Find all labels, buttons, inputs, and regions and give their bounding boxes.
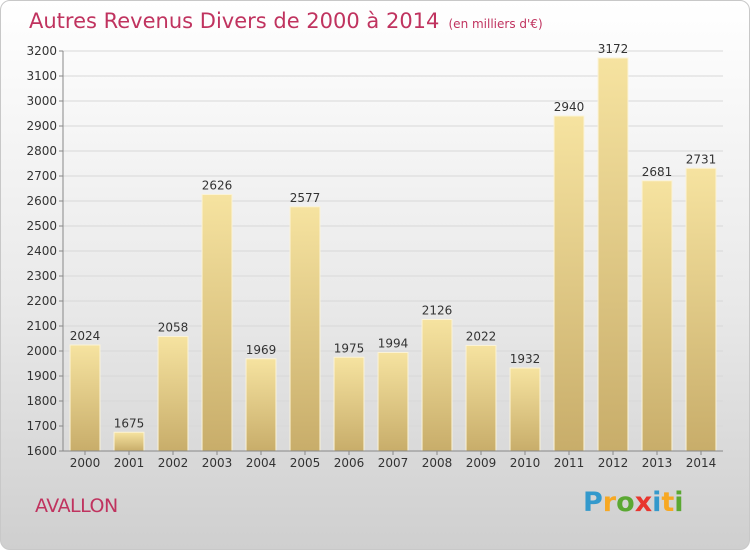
data-label: 2024 [70, 329, 101, 343]
y-tick-label: 2900 [26, 119, 57, 133]
y-tick-label: 1700 [26, 419, 57, 433]
data-label: 2626 [202, 179, 233, 193]
y-tick-label: 1900 [26, 369, 57, 383]
y-tick-label: 2000 [26, 344, 57, 358]
data-label: 2058 [158, 321, 189, 335]
x-tick-label: 2003 [202, 456, 233, 470]
data-label: 1994 [378, 337, 409, 351]
bar [553, 115, 585, 452]
bar [245, 358, 277, 452]
bar [421, 319, 453, 452]
bar [157, 336, 189, 452]
y-tick-label: 2500 [26, 219, 57, 233]
y-tick-label: 3000 [26, 94, 57, 108]
data-label: 2731 [686, 152, 717, 166]
x-tick-label: 2004 [246, 456, 277, 470]
bar [289, 206, 321, 452]
y-tick-label: 2700 [26, 169, 57, 183]
x-tick-label: 2001 [114, 456, 145, 470]
x-tick-label: 2007 [378, 456, 409, 470]
data-label: 1975 [334, 341, 365, 355]
bar [69, 344, 101, 452]
x-tick-label: 2010 [510, 456, 541, 470]
data-label: 2022 [466, 330, 497, 344]
data-label: 2681 [642, 165, 673, 179]
logo-letter: o [616, 487, 635, 518]
logo-letter: r [602, 487, 617, 518]
chart-title-block: Autres Revenus Divers de 2000 à 2014 (en… [29, 9, 543, 33]
y-tick-label: 2400 [26, 244, 57, 258]
y-tick-label: 2800 [26, 144, 57, 158]
x-tick-label: 2014 [686, 456, 717, 470]
bar [377, 352, 409, 452]
data-label: 2577 [290, 191, 321, 205]
bars [69, 57, 717, 452]
bar [685, 167, 717, 452]
x-tick-label: 2006 [334, 456, 365, 470]
y-tick-label: 2100 [26, 319, 57, 333]
x-tick-labels: 2000 2001 2002 2003 2004 2005 2006 2007 2008 2009… [70, 451, 717, 470]
y-tick-label: 1600 [26, 444, 57, 458]
x-tick-label: 2009 [466, 456, 497, 470]
y-tick-label: 3100 [26, 69, 57, 83]
x-tick-label: 2011 [554, 456, 585, 470]
logo-letter: P [583, 487, 603, 518]
bar [333, 356, 365, 452]
data-label: 2940 [554, 100, 585, 114]
logo-letter: i [674, 487, 684, 518]
city-label: AVALLON [35, 495, 118, 517]
logo-letter: t [661, 487, 675, 518]
data-labels: 2024 1675 2058 2626 1969 2577 1975 1994 2126 2022… [70, 42, 717, 430]
y-tick-label: 1800 [26, 394, 57, 408]
bar [641, 180, 673, 452]
y-tick-label: 2300 [26, 269, 57, 283]
y-tick-labels: 1600 1700 1800 1900 2000 2100 2200 2300 2400 2500… [26, 44, 57, 458]
logo-letter: x [634, 487, 653, 518]
chart-title: Autres Revenus Divers de 2000 à 2014 [29, 9, 440, 33]
y-tick-label: 2200 [26, 294, 57, 308]
x-tick-label: 2000 [70, 456, 101, 470]
y-tick-label: 2600 [26, 194, 57, 208]
data-label: 2126 [422, 304, 453, 318]
chart-subtitle: (en milliers d'€) [448, 17, 543, 31]
bar [465, 345, 497, 452]
x-tick-label: 2002 [158, 456, 189, 470]
bar [113, 431, 145, 452]
y-tick-label: 3200 [26, 44, 57, 58]
x-tick-label: 2012 [598, 456, 629, 470]
bar [509, 367, 541, 452]
bar [201, 194, 233, 452]
x-tick-label: 2005 [290, 456, 321, 470]
data-label: 3172 [598, 42, 629, 56]
x-tick-label: 2008 [422, 456, 453, 470]
x-tick-label: 2013 [642, 456, 673, 470]
data-label: 1675 [114, 416, 145, 430]
bar [597, 57, 629, 452]
data-label: 1969 [246, 343, 277, 357]
data-label: 1932 [510, 352, 541, 366]
proxiti-logo[interactable]: Proxiti [583, 487, 684, 518]
logo-letter: i [652, 487, 662, 518]
